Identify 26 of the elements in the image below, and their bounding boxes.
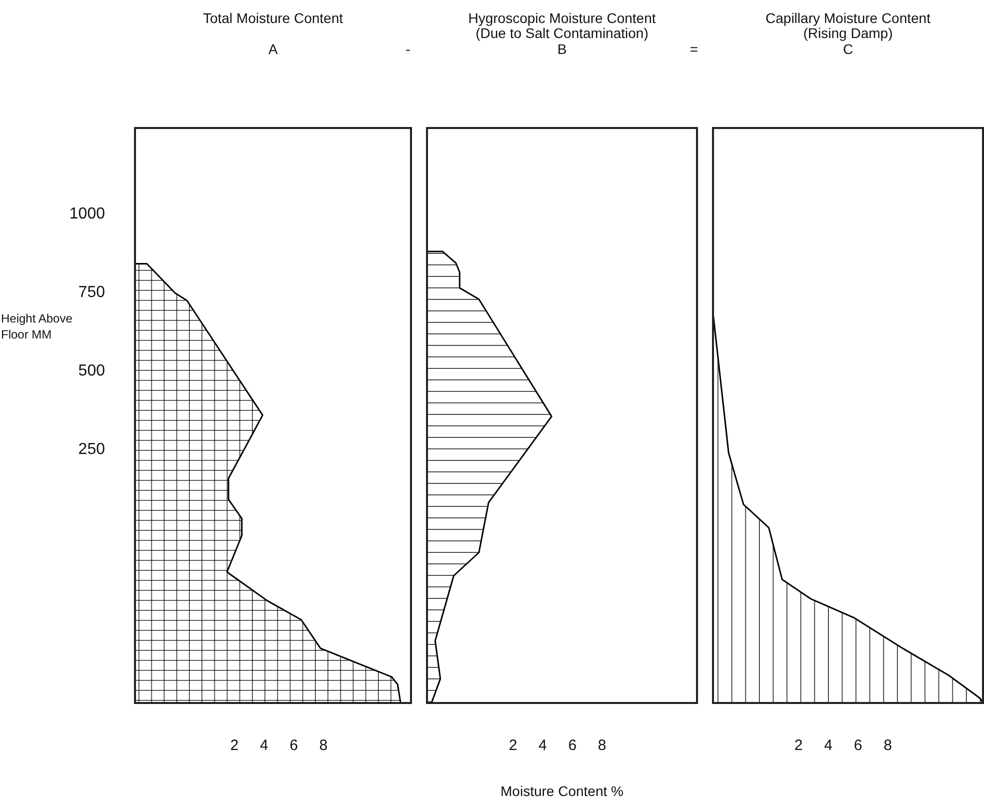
x-axis-title: Moisture Content %: [500, 783, 624, 799]
text: -: [406, 41, 411, 57]
x-tick-label: 2: [794, 737, 803, 754]
x-tick-label: 4: [824, 737, 832, 754]
chart-title: Capillary Moisture Content (Rising Damp): [766, 10, 931, 41]
y-tick-label: 750: [78, 284, 106, 301]
chart-subtitle: C: [842, 41, 854, 57]
y-axis-title: Height Above Floor MM: [1, 312, 73, 342]
y-tick-label: 1000: [69, 205, 106, 222]
chart-title: Total Moisture Content: [202, 10, 344, 26]
y-tick-label: 250: [78, 441, 106, 458]
x-tick-label: 2: [230, 737, 239, 754]
x-tick-label: 4: [260, 737, 268, 754]
y-tick-label: 500: [78, 362, 106, 380]
text: =: [690, 41, 698, 57]
x-tick-label: 2: [508, 737, 518, 754]
chart-subtitle: A: [268, 41, 278, 57]
chart-subtitle: B: [557, 41, 567, 57]
x-tick-label: 8: [884, 737, 892, 754]
x-tick-label: 6: [854, 737, 862, 754]
chart-title: Hygroscopic Moisture Content (Due to Salt Contamination): [468, 10, 656, 41]
x-tick-label: 6: [290, 737, 298, 754]
x-tick-label: 4: [538, 737, 547, 754]
x-tick-label: 6: [568, 737, 577, 754]
x-tick-label: 8: [598, 737, 606, 754]
x-tick-label: 8: [319, 737, 328, 754]
